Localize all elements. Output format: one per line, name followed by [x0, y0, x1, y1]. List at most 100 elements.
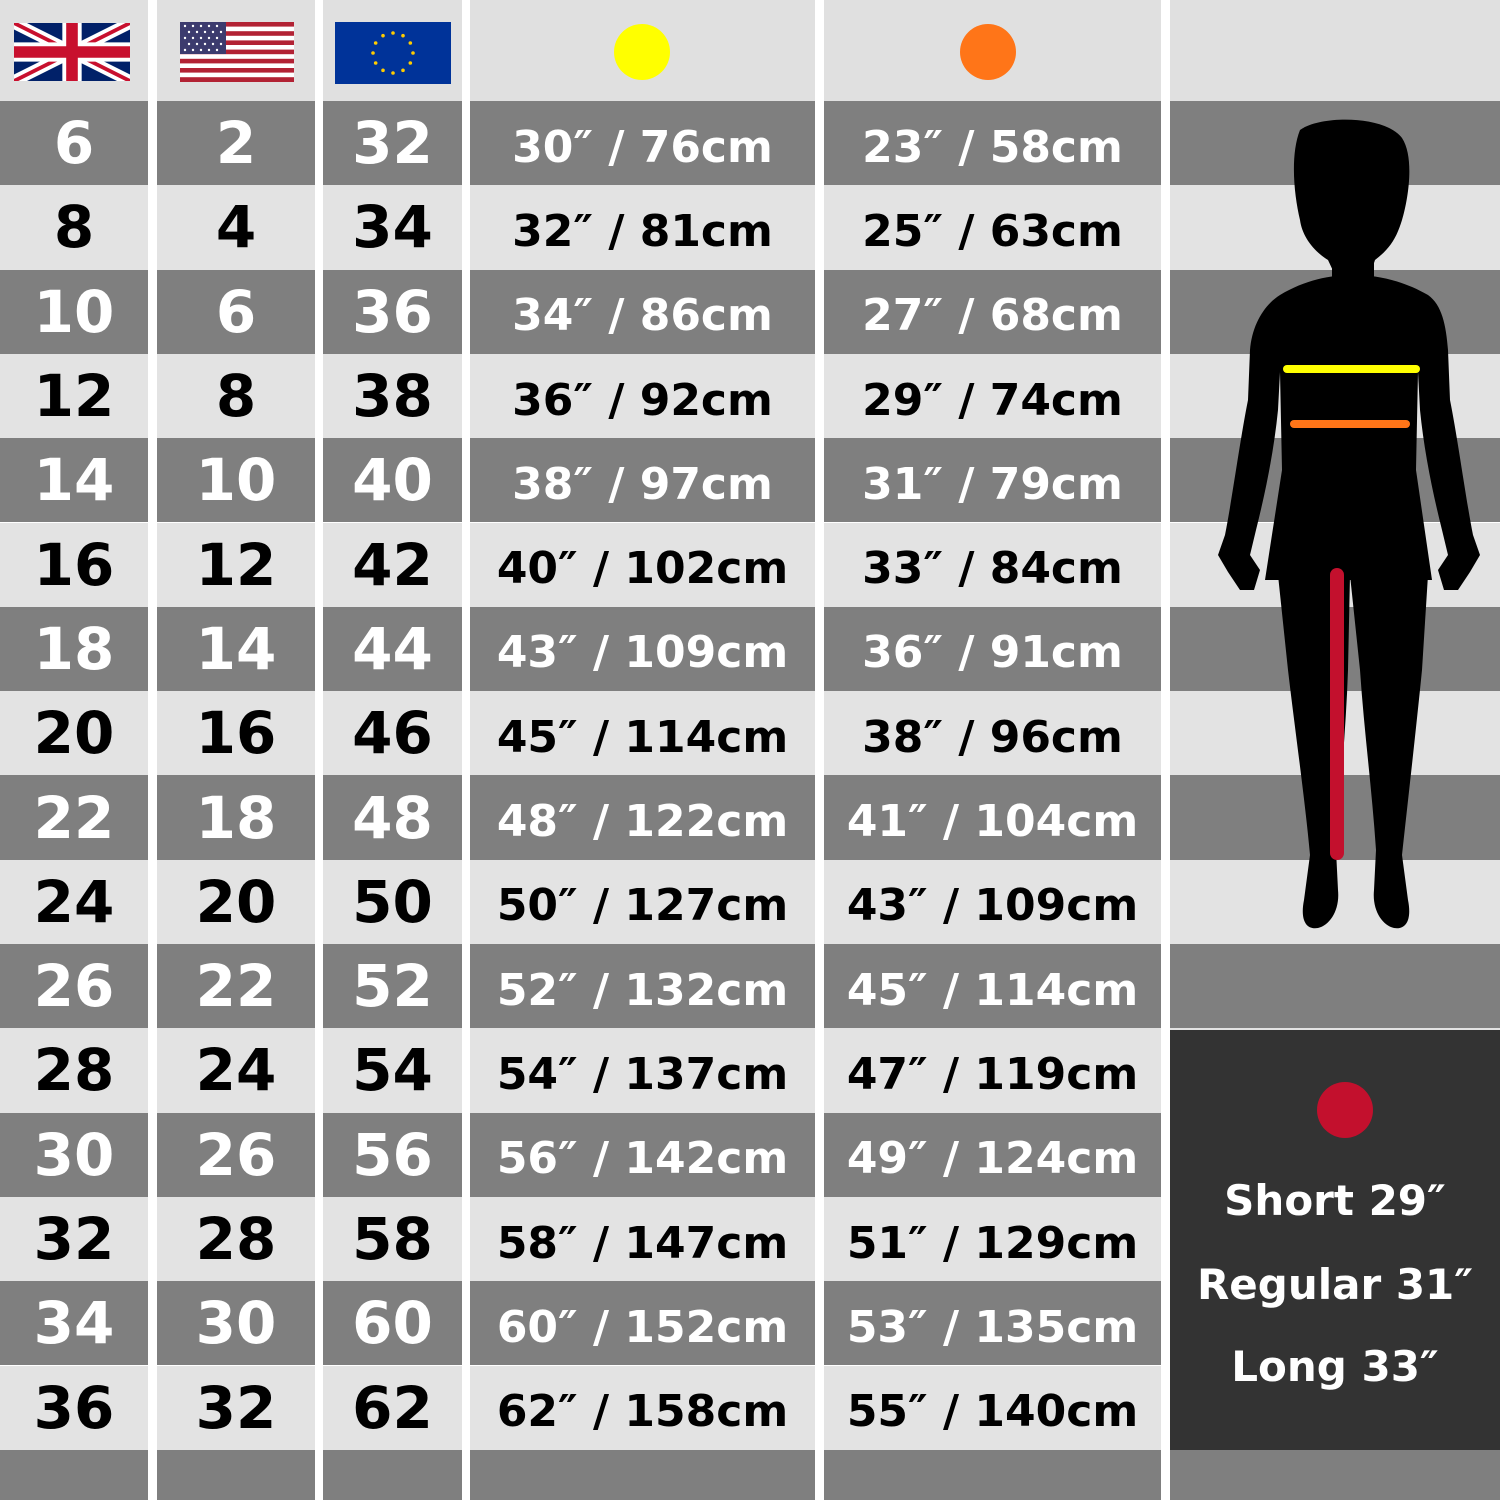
eu-value: 36 — [352, 277, 433, 346]
table-row-spacer — [824, 1449, 1161, 1500]
bust-line — [1283, 365, 1420, 373]
uk-value: 28 — [33, 1036, 115, 1105]
us-row: 12 — [157, 522, 315, 607]
uk-row: 34 — [0, 1281, 148, 1366]
figure-header — [1170, 0, 1500, 101]
us-value: 18 — [195, 783, 277, 852]
waist-row: 36″ / 91cm — [824, 606, 1161, 692]
uk-flag-icon — [14, 23, 130, 81]
bust-value: 56″ / 142cm — [496, 1133, 789, 1185]
waist-row: 47″ / 119cm — [824, 1028, 1161, 1113]
bust-value: 50″ / 127cm — [496, 880, 789, 932]
uk-value: 16 — [33, 530, 115, 599]
uk-size-column: 6 8 10 12 14 16 18 20 22 24 26 28 30 32 34 36 — [0, 0, 148, 1500]
uk-value: 8 — [53, 193, 95, 262]
us-row: 4 — [157, 185, 315, 270]
eu-row: 60 — [323, 1281, 462, 1366]
waist-row: 49″ / 124cm — [824, 1112, 1161, 1197]
eu-value: 54 — [352, 1036, 433, 1105]
waist-row: 41″ / 104cm — [824, 775, 1161, 860]
inside-leg-red-dot-icon — [1317, 1082, 1373, 1138]
eu-star-icon — [411, 51, 415, 55]
eu-star-icon — [381, 33, 385, 38]
table-row-spacer — [323, 1449, 462, 1500]
uk-value: 12 — [33, 362, 115, 431]
eu-star-icon — [381, 68, 385, 73]
bust-yellow-dot-icon — [614, 24, 670, 80]
uk-value: 24 — [33, 867, 115, 936]
waist-value: 23″ / 58cm — [862, 121, 1123, 173]
eu-value: 42 — [352, 530, 433, 599]
bust-value: 60″ / 152cm — [496, 1301, 789, 1353]
us-value: 24 — [195, 1036, 277, 1105]
eu-value: 40 — [352, 446, 433, 515]
us-value: 30 — [195, 1289, 277, 1358]
uk-value: 20 — [33, 699, 115, 768]
waist-value: 38″ / 96cm — [862, 711, 1123, 763]
waist-row: 53″ / 135cm — [824, 1281, 1161, 1366]
eu-value: 60 — [352, 1289, 433, 1358]
bust-row: 34″ / 86cm — [470, 269, 815, 354]
uk-row: 36 — [0, 1365, 148, 1450]
woman-silhouette-icon — [1218, 119, 1480, 929]
eu-star-icon — [373, 61, 378, 65]
eu-star-icon — [408, 61, 413, 65]
bust-value: 58″ / 147cm — [496, 1217, 789, 1269]
bust-header — [470, 0, 815, 101]
eu-row: 54 — [323, 1028, 462, 1113]
bust-row: 45″ / 114cm — [470, 691, 815, 776]
us-size-column: 2 4 6 8 10 12 14 16 18 20 22 24 26 28 30 32 — [157, 0, 315, 1500]
us-value: 16 — [195, 699, 277, 768]
eu-row: 50 — [323, 859, 462, 944]
uk-value: 34 — [33, 1289, 115, 1358]
uk-value: 6 — [53, 109, 95, 178]
uk-row: 6 — [0, 101, 148, 186]
us-value: 10 — [195, 446, 277, 515]
bust-value: 52″ / 132cm — [496, 964, 789, 1016]
us-row: 2 — [157, 101, 315, 186]
eu-size-column: 32 34 36 38 40 42 44 46 48 50 52 54 56 58 60 62 — [323, 0, 462, 1500]
eu-header — [323, 0, 462, 101]
bust-row: 50″ / 127cm — [470, 859, 815, 944]
us-value: 4 — [215, 193, 257, 262]
eu-value: 48 — [352, 783, 433, 852]
waist-value: 47″ / 119cm — [846, 1048, 1139, 1100]
waist-row: 31″ / 79cm — [824, 438, 1161, 523]
us-row: 32 — [157, 1365, 315, 1450]
us-row: 10 — [157, 438, 315, 523]
inside-leg-regular: Regular 31″ — [1196, 1260, 1474, 1309]
eu-row: 52 — [323, 944, 462, 1029]
table-row-spacer — [1170, 944, 1500, 1029]
us-row: 28 — [157, 1196, 315, 1282]
eu-row: 48 — [323, 775, 462, 860]
bust-value: 45″ / 114cm — [496, 711, 789, 763]
bust-row: 56″ / 142cm — [470, 1112, 815, 1197]
eu-star-icon — [371, 51, 375, 55]
us-row: 8 — [157, 353, 315, 439]
waist-value: 25″ / 63cm — [862, 205, 1123, 257]
eu-star-icon — [401, 33, 405, 38]
eu-value: 46 — [352, 699, 433, 768]
us-row: 16 — [157, 691, 315, 776]
uk-row: 18 — [0, 606, 148, 692]
bust-value: 32″ / 81cm — [512, 205, 773, 257]
inside-leg-long: Long 33″ — [1231, 1342, 1439, 1391]
us-row: 18 — [157, 775, 315, 860]
uk-row: 12 — [0, 353, 148, 439]
uk-value: 30 — [33, 1120, 115, 1189]
eu-star-icon — [373, 41, 378, 45]
waist-column: 23″ / 58cm 25″ / 63cm 27″ / 68cm 29″ / 74cm… — [824, 0, 1161, 1500]
eu-row: 42 — [323, 522, 462, 607]
eu-value: 38 — [352, 362, 433, 431]
us-row: 20 — [157, 859, 315, 944]
uk-row: 20 — [0, 691, 148, 776]
us-row: 24 — [157, 1028, 315, 1113]
uk-row: 30 — [0, 1112, 148, 1197]
inside-leg-panel: Short 29″ Regular 31″ Long 33″ — [1170, 1030, 1500, 1450]
eu-row: 38 — [323, 353, 462, 439]
table-row-spacer — [0, 1449, 148, 1500]
eu-row: 46 — [323, 691, 462, 776]
uk-row: 14 — [0, 438, 148, 523]
eu-star-icon — [401, 68, 405, 73]
bust-value: 40″ / 102cm — [496, 543, 789, 595]
